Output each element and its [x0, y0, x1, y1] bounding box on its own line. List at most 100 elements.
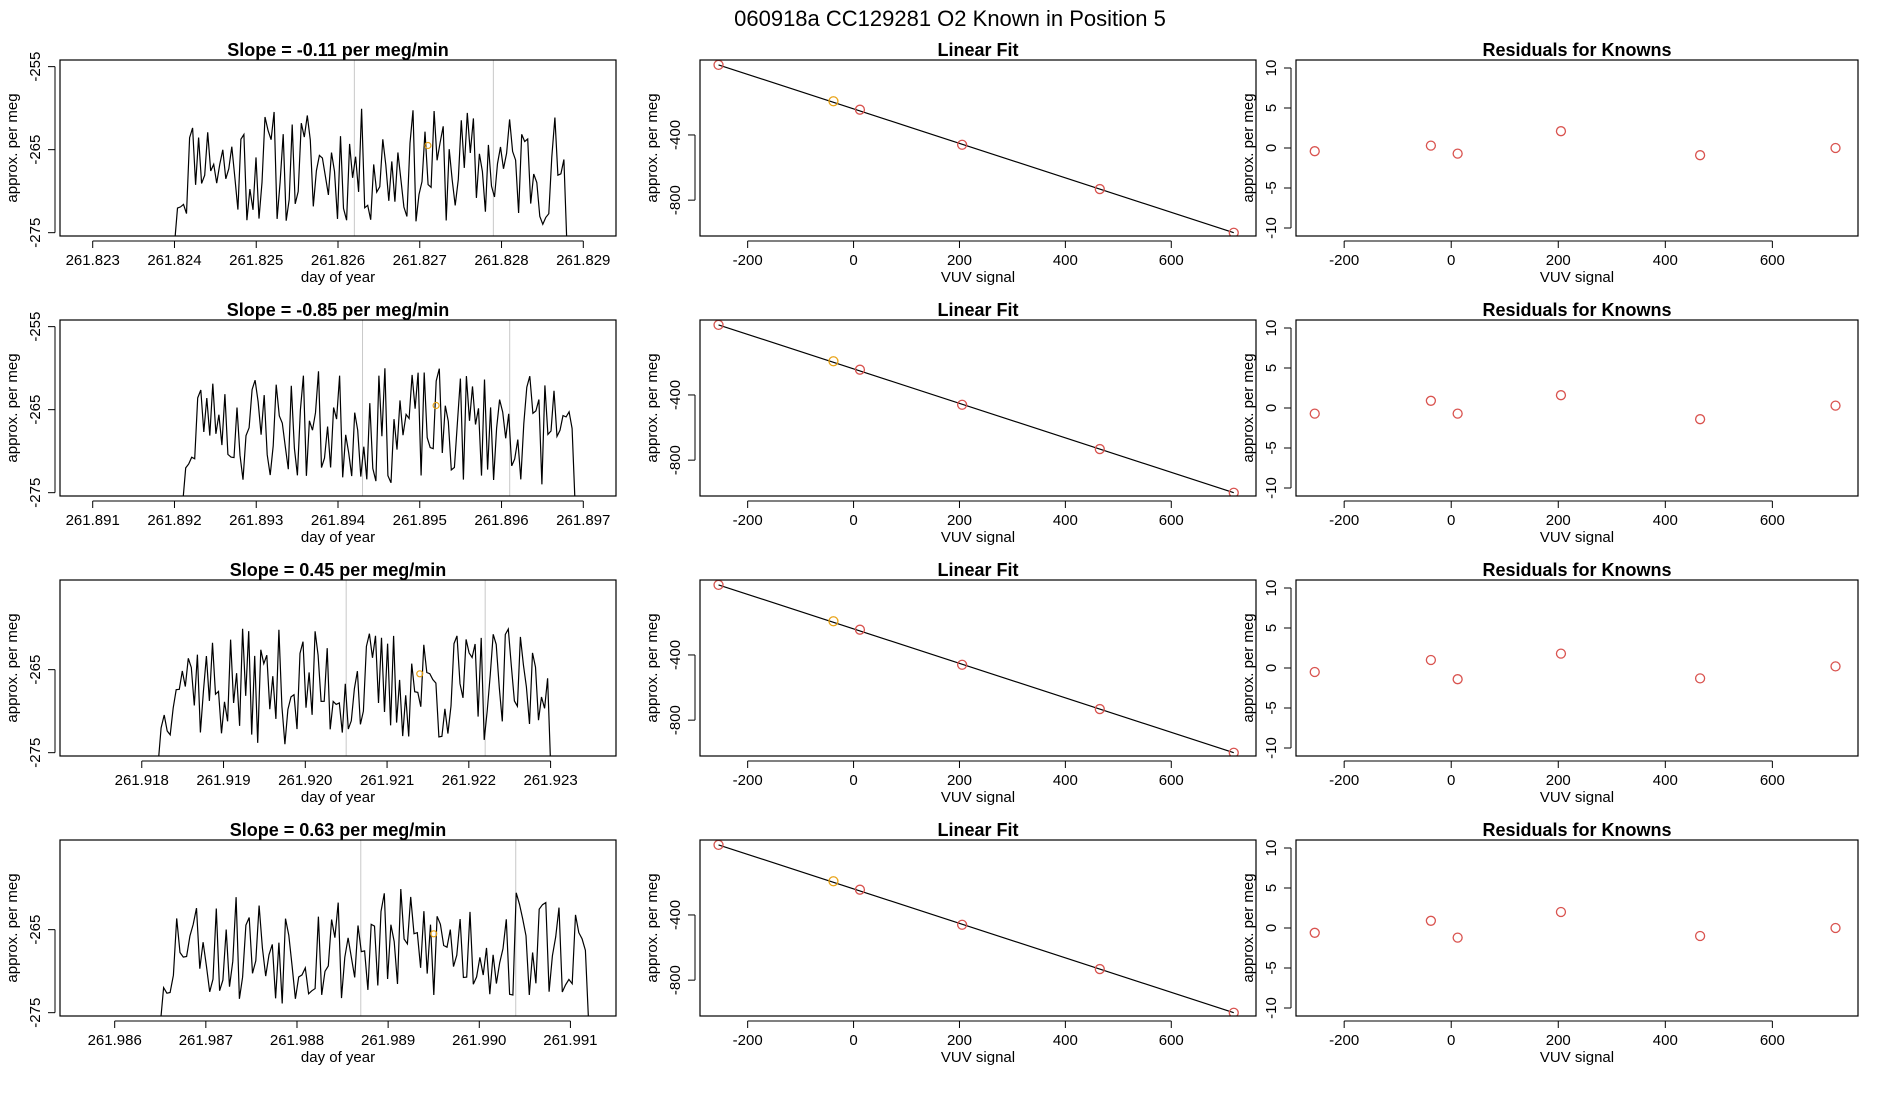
y-tick-label: 10 [1263, 580, 1280, 597]
x-tick-label: 200 [1546, 772, 1571, 789]
x-axis-label: VUV signal [1540, 269, 1614, 286]
y-tick-label: -265 [27, 135, 44, 165]
series-line [160, 888, 589, 1016]
panel-title: Linear Fit [937, 40, 1018, 60]
y-axis-label: approx. per meg [644, 93, 661, 202]
panel-title: Linear Fit [937, 820, 1018, 840]
plot-area [713, 580, 1239, 756]
residual-point [1452, 932, 1463, 943]
mean-point-marker [416, 670, 424, 678]
plot-area [713, 840, 1239, 1016]
x-tick-label: 261.919 [196, 772, 250, 789]
panel-time-series-4: Slope = 0.63 per meg/min 261.986 261.987 26… [4, 820, 617, 1066]
residual-point [1452, 148, 1463, 159]
data-point [828, 876, 839, 887]
residual-point [1694, 414, 1706, 425]
y-axis-label: approx. per meg [4, 873, 21, 982]
y-axis-label: approx. per meg [1240, 873, 1257, 982]
y-tick-label: 10 [1263, 840, 1280, 857]
x-tick-label: 200 [1546, 1032, 1571, 1049]
series-line [182, 368, 576, 496]
x-axis-label: day of year [301, 789, 375, 806]
y-tick-label: -275 [27, 738, 44, 768]
x-tick-label: -200 [733, 772, 763, 789]
y-tick-label: -10 [1263, 997, 1280, 1019]
x-tick-label: 261.891 [66, 512, 120, 529]
residual-point [1555, 390, 1567, 401]
figure-header: 060918a CC129281 O2 Known in Position 5 [734, 6, 1166, 31]
residual-point [1425, 915, 1437, 926]
x-tick-label: 261.893 [229, 512, 283, 529]
data-point [828, 356, 839, 367]
x-tick-label: 261.896 [474, 512, 528, 529]
fit-line [718, 584, 1234, 754]
x-tick-label: 400 [1053, 512, 1078, 529]
residual-point [1555, 126, 1567, 137]
y-axis-label: approx. per meg [644, 353, 661, 462]
y-tick-label: -275 [27, 998, 44, 1028]
y-tick-label: -800 [667, 185, 684, 215]
x-tick-label: 261.823 [66, 252, 120, 269]
data-point [1094, 703, 1105, 715]
y-axis-label: approx. per meg [1240, 353, 1257, 462]
panel-title: Residuals for Knowns [1482, 560, 1671, 580]
x-axis-label: day of year [301, 1049, 375, 1066]
panel-title: Residuals for Knowns [1482, 300, 1671, 320]
y-axis-label: approx. per meg [644, 873, 661, 982]
x-tick-label: 261.988 [270, 1032, 324, 1049]
x-tick-label: 261.892 [147, 512, 201, 529]
y-axis-label: approx. per meg [4, 353, 21, 462]
data-point [1094, 443, 1105, 455]
y-tick-label: 0 [1263, 924, 1280, 932]
y-tick-label: 5 [1263, 104, 1280, 112]
x-tick-label: 261.923 [523, 772, 577, 789]
panel-title: Slope = -0.85 per meg/min [227, 300, 450, 320]
panel-residuals-2: Residuals for Knowns -200 0 200 400 600 VUV si… [1240, 300, 1859, 546]
y-tick-label: 5 [1263, 884, 1280, 892]
y-tick-label: 5 [1263, 624, 1280, 632]
panel-time-series-1: Slope = -0.11 per meg/min 261.823 261.824 2… [4, 40, 617, 286]
data-point [828, 616, 839, 627]
y-tick-label: -5 [1263, 181, 1280, 194]
residual-point [1694, 930, 1706, 942]
x-tick-label: -200 [1329, 252, 1359, 269]
residual-point [1425, 654, 1437, 666]
x-tick-label: -200 [1329, 772, 1359, 789]
x-tick-label: 0 [1447, 1032, 1455, 1049]
x-tick-label: 400 [1053, 252, 1078, 269]
plot-area [1309, 906, 1841, 943]
x-tick-label: 200 [947, 1032, 972, 1049]
y-tick-label: -5 [1263, 441, 1280, 454]
x-tick-label: 200 [1546, 252, 1571, 269]
y-tick-label: -5 [1263, 961, 1280, 974]
data-point [1228, 227, 1239, 236]
x-tick-label: -200 [733, 512, 763, 529]
x-tick-label: 261.827 [393, 252, 447, 269]
x-tick-label: -200 [1329, 1032, 1359, 1049]
y-tick-label: 10 [1263, 320, 1280, 337]
y-tick-label: 0 [1263, 404, 1280, 412]
x-tick-label: 400 [1653, 512, 1678, 529]
panel-linear-fit-4: Linear Fit -200 0 200 400 600 VUV signal -800 -4… [644, 820, 1257, 1066]
x-tick-label: 600 [1760, 1032, 1785, 1049]
x-tick-label: 400 [1653, 1032, 1678, 1049]
y-axis-label: approx. per meg [1240, 93, 1257, 202]
residual-point [1830, 922, 1841, 934]
plot-frame [1295, 319, 1859, 497]
fit-line [718, 844, 1234, 1014]
x-tick-label: 261.894 [311, 512, 365, 529]
panel-time-series-3: Slope = 0.45 per meg/min 261.918 261.919 26… [4, 560, 617, 806]
x-tick-label: 0 [849, 252, 857, 269]
x-axis-label: day of year [301, 529, 375, 546]
x-axis-label: VUV signal [1540, 1049, 1614, 1066]
plot-frame [59, 319, 617, 497]
x-axis-label: day of year [301, 269, 375, 286]
data-point [1228, 1007, 1239, 1016]
panel-title: Linear Fit [937, 300, 1018, 320]
x-tick-label: 600 [1760, 512, 1785, 529]
panel-time-series-2: Slope = -0.85 per meg/min 261.891 261.892 2… [4, 300, 617, 546]
plot-frame [699, 59, 1257, 237]
plot-frame [699, 319, 1257, 497]
y-tick-label: -10 [1263, 217, 1280, 239]
panel-residuals-1: Residuals for Knowns -200 0 200 400 600 VUV si… [1240, 40, 1859, 286]
